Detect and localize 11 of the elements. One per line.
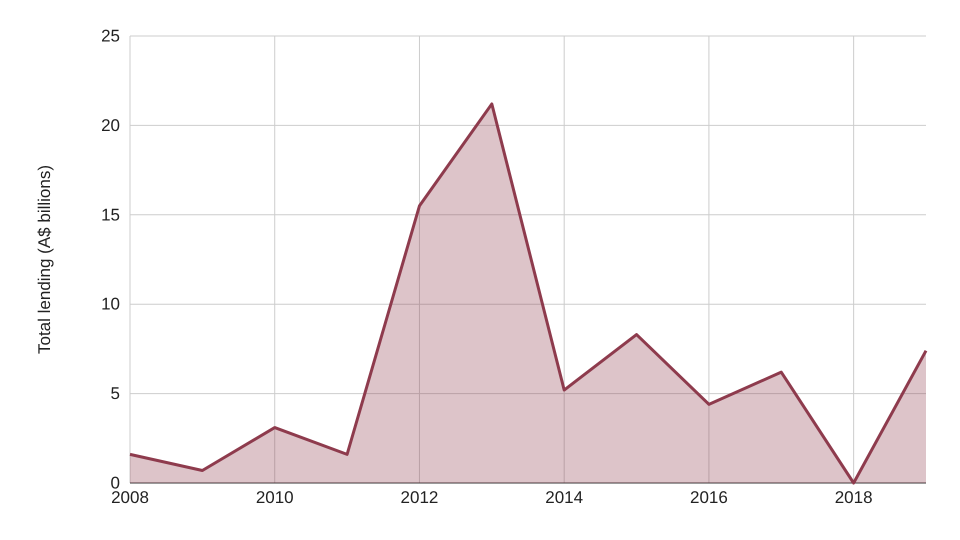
y-tick-label: 20 bbox=[101, 116, 120, 135]
y-axis-title: Total lending (A$ billions) bbox=[35, 165, 54, 354]
x-tick-label: 2018 bbox=[834, 488, 873, 508]
y-tick-label: 10 bbox=[101, 294, 120, 314]
x-tick-label: 2012 bbox=[400, 488, 438, 508]
y-tick-label: 5 bbox=[110, 384, 120, 404]
x-tick-label: 2016 bbox=[690, 488, 728, 508]
y-tick-label: 15 bbox=[101, 205, 120, 224]
y-tick-label: 25 bbox=[101, 26, 120, 46]
x-tick-label: 2014 bbox=[545, 488, 584, 508]
x-tick-label: 2010 bbox=[256, 488, 294, 508]
